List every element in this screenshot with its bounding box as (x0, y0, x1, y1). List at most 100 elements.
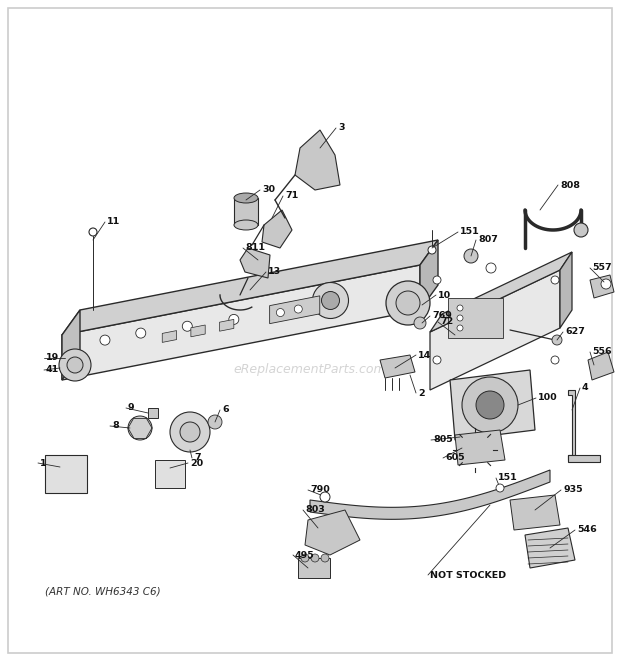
Circle shape (414, 317, 426, 329)
Circle shape (457, 305, 463, 311)
Text: 13: 13 (268, 268, 281, 276)
Polygon shape (234, 198, 258, 225)
Bar (155, 460, 185, 488)
Text: 808: 808 (560, 180, 580, 190)
Circle shape (290, 305, 299, 315)
Polygon shape (62, 240, 438, 335)
Polygon shape (420, 240, 438, 310)
Circle shape (322, 292, 340, 309)
Circle shape (457, 315, 463, 321)
Text: 935: 935 (563, 485, 583, 494)
Bar (45, 455, 87, 493)
Polygon shape (240, 248, 270, 278)
Polygon shape (430, 252, 572, 332)
Text: 11: 11 (107, 217, 120, 227)
Circle shape (496, 484, 504, 492)
Text: 8: 8 (112, 422, 119, 430)
Text: 556: 556 (592, 348, 611, 356)
Circle shape (100, 335, 110, 345)
Circle shape (574, 223, 588, 237)
Circle shape (59, 349, 91, 381)
Circle shape (67, 357, 83, 373)
Polygon shape (298, 558, 330, 578)
Polygon shape (62, 310, 80, 380)
Polygon shape (191, 325, 205, 337)
Polygon shape (305, 510, 360, 555)
Text: 811: 811 (245, 243, 265, 253)
Circle shape (386, 281, 430, 325)
Polygon shape (525, 528, 575, 568)
Circle shape (320, 492, 330, 502)
Polygon shape (590, 275, 614, 298)
Text: 605: 605 (445, 453, 464, 463)
Circle shape (551, 276, 559, 284)
Text: 14: 14 (418, 350, 432, 360)
Polygon shape (270, 296, 320, 324)
Circle shape (182, 321, 192, 331)
Polygon shape (560, 252, 572, 328)
Polygon shape (310, 470, 550, 520)
Circle shape (89, 228, 97, 236)
Text: eReplacementParts.com: eReplacementParts.com (234, 364, 386, 377)
Circle shape (229, 315, 239, 325)
Ellipse shape (234, 220, 258, 230)
Text: 9: 9 (128, 403, 135, 412)
Circle shape (301, 554, 309, 562)
Text: 4: 4 (582, 383, 588, 393)
Polygon shape (430, 270, 560, 390)
Text: 10: 10 (438, 290, 451, 299)
Text: 6: 6 (222, 405, 229, 414)
Circle shape (170, 412, 210, 452)
Polygon shape (62, 265, 420, 380)
Circle shape (321, 554, 329, 562)
Bar (148, 408, 158, 418)
Text: 30: 30 (262, 186, 275, 194)
Text: 805: 805 (433, 436, 453, 444)
Circle shape (433, 276, 441, 284)
Text: 769: 769 (432, 311, 452, 321)
Text: 71: 71 (285, 192, 298, 200)
Circle shape (396, 291, 420, 315)
Text: 19: 19 (46, 354, 60, 362)
Circle shape (428, 246, 436, 254)
Circle shape (462, 377, 518, 433)
Text: 790: 790 (310, 485, 330, 494)
Text: 20: 20 (190, 459, 203, 467)
Text: 41: 41 (46, 366, 60, 375)
Polygon shape (380, 355, 415, 378)
Polygon shape (262, 210, 292, 248)
Circle shape (552, 335, 562, 345)
Polygon shape (568, 390, 575, 460)
Text: 807: 807 (478, 235, 498, 245)
Circle shape (476, 391, 504, 419)
Circle shape (208, 415, 222, 429)
Polygon shape (455, 430, 505, 465)
Circle shape (180, 422, 200, 442)
Bar (448, 298, 503, 338)
Text: (ART NO. WH6343 C6): (ART NO. WH6343 C6) (45, 587, 161, 597)
Circle shape (136, 328, 146, 338)
Text: 7: 7 (194, 453, 201, 463)
Text: NOT STOCKED: NOT STOCKED (430, 570, 506, 580)
Polygon shape (510, 495, 560, 530)
Circle shape (486, 263, 496, 273)
Text: 546: 546 (577, 525, 596, 535)
Circle shape (311, 554, 319, 562)
Text: 100: 100 (538, 393, 557, 403)
Text: 151: 151 (498, 473, 518, 483)
Circle shape (277, 309, 285, 317)
Text: 3: 3 (338, 124, 345, 132)
Circle shape (294, 305, 303, 313)
Circle shape (551, 356, 559, 364)
Circle shape (433, 356, 441, 364)
Circle shape (312, 282, 348, 319)
Polygon shape (162, 330, 177, 342)
Text: 495: 495 (295, 551, 315, 559)
Circle shape (128, 416, 152, 440)
Text: 557: 557 (592, 264, 611, 272)
Text: 1: 1 (40, 459, 46, 467)
Polygon shape (295, 130, 340, 190)
Polygon shape (568, 455, 600, 462)
Text: 627: 627 (565, 327, 585, 336)
Ellipse shape (234, 193, 258, 203)
